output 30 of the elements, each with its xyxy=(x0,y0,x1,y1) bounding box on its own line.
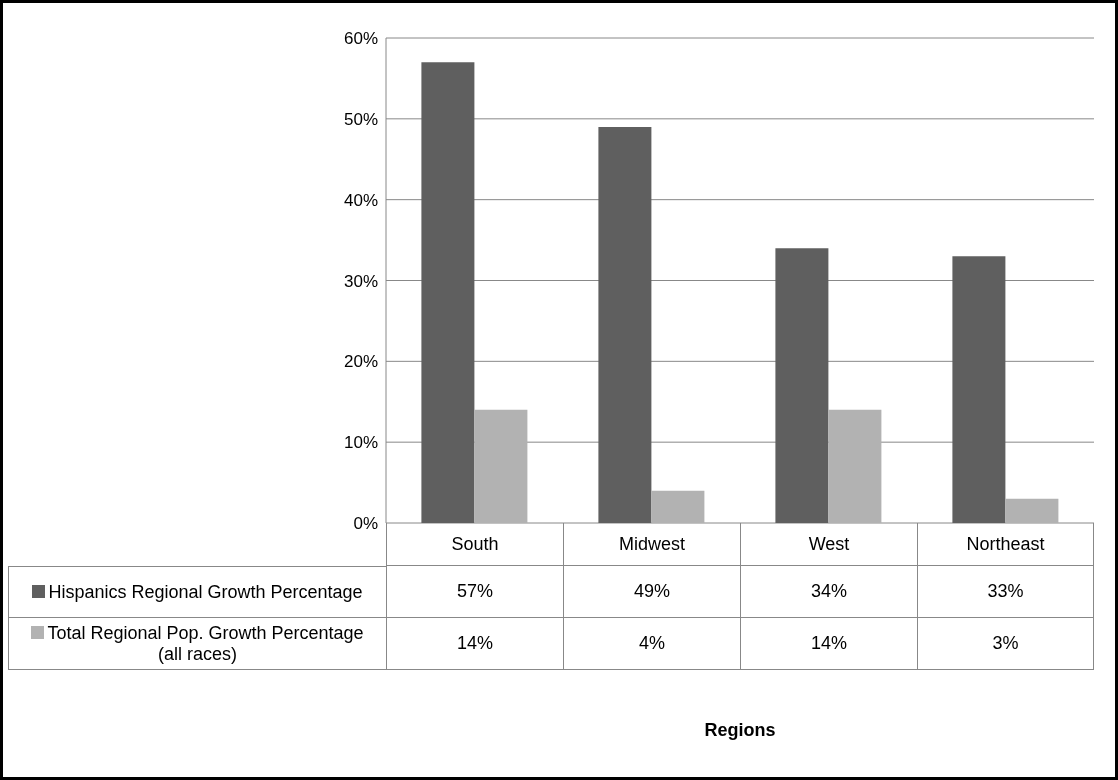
data-label: 14% xyxy=(740,618,917,670)
bar xyxy=(1005,498,1059,523)
text: Regions xyxy=(703,720,777,741)
x-tick-label: West xyxy=(740,523,917,566)
y-tick-label: 20% xyxy=(343,352,378,372)
y-tick-label: 0% xyxy=(353,514,378,534)
bar xyxy=(952,256,1006,523)
data-label: 3% xyxy=(917,618,1094,670)
y-tick-label: 40% xyxy=(343,190,378,210)
data-label: 33% xyxy=(917,566,1094,618)
legend-label: Total Regional Pop. Growth Percentage (all races) xyxy=(47,622,364,664)
y-tick-label: 10% xyxy=(343,433,378,453)
x-tick-label: Northeast xyxy=(917,523,1094,566)
x-tick-label: Midwest xyxy=(563,523,740,566)
bar xyxy=(421,62,475,523)
data-label: 4% xyxy=(563,618,740,670)
y-tick-label: 30% xyxy=(343,271,378,291)
bar xyxy=(775,248,829,523)
x-tick-label: South xyxy=(386,523,563,566)
data-label: 14% xyxy=(386,618,563,670)
y-tick-label: 60% xyxy=(343,29,378,49)
data-label: 57% xyxy=(386,566,563,618)
bar xyxy=(828,409,882,523)
data-label: 49% xyxy=(563,566,740,618)
data-label: 34% xyxy=(740,566,917,618)
bar xyxy=(474,409,528,523)
bar xyxy=(651,490,705,523)
bar xyxy=(598,126,652,523)
legend-label: Hispanics Regional Growth Percentage xyxy=(48,581,363,602)
y-tick-label: 50% xyxy=(343,109,378,129)
